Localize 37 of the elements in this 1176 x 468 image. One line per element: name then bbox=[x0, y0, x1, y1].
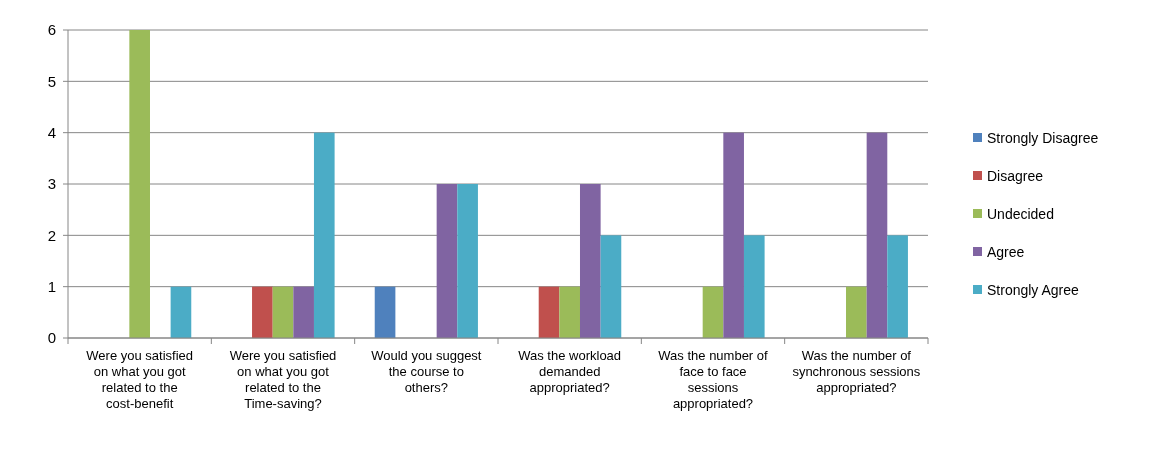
bar bbox=[579, 184, 601, 338]
bar bbox=[866, 132, 888, 338]
bar bbox=[436, 184, 458, 338]
y-tick-label: 4 bbox=[47, 123, 56, 141]
bar bbox=[600, 235, 622, 338]
bar bbox=[252, 286, 273, 338]
legend-label: Strongly Disagree bbox=[987, 129, 1099, 146]
x-tick-label: Was the number of face to face sessions appropriated? bbox=[658, 348, 769, 411]
x-tick-label: Were you satisfied on what you got related to the cost-benefit bbox=[86, 348, 194, 411]
y-tick-label: 1 bbox=[47, 277, 56, 295]
x-tick-label: Would you suggest the course to others? bbox=[371, 348, 482, 395]
legend-label: Strongly Agree bbox=[987, 281, 1080, 298]
bar bbox=[129, 30, 150, 338]
bar bbox=[538, 286, 560, 338]
bar bbox=[743, 235, 765, 338]
y-tick-label: 6 bbox=[47, 21, 56, 39]
y-tick-label: 2 bbox=[47, 226, 56, 244]
bar bbox=[559, 286, 580, 338]
bar bbox=[170, 286, 192, 338]
bar bbox=[374, 286, 396, 338]
bar bbox=[723, 132, 744, 338]
legend-label: Disagree bbox=[987, 167, 1044, 184]
bar bbox=[313, 132, 335, 338]
y-tick-label: 3 bbox=[47, 175, 56, 193]
y-tick-label: 5 bbox=[47, 72, 56, 90]
legend-label: Undecided bbox=[987, 205, 1054, 222]
legend-label: Agree bbox=[987, 243, 1025, 260]
x-tick-label: Was the number of synchronous sessions appropriated? bbox=[792, 348, 921, 395]
bar bbox=[846, 286, 867, 338]
bar bbox=[293, 286, 314, 338]
x-tick-label: Was the workload demanded appropriated? bbox=[518, 348, 622, 395]
x-tick-label: Were you satisfied on what you got related to the Time-saving? bbox=[229, 348, 337, 411]
bar bbox=[272, 286, 294, 338]
bar bbox=[887, 235, 908, 338]
bar bbox=[457, 184, 478, 338]
bar bbox=[702, 286, 724, 338]
y-tick-label: 0 bbox=[47, 329, 56, 347]
